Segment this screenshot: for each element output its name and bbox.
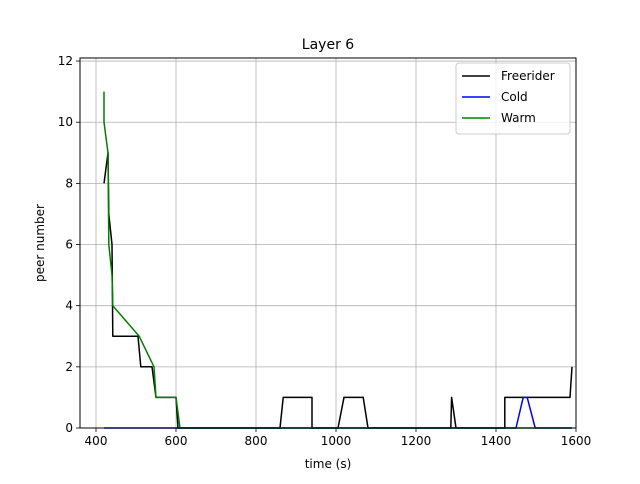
legend-box	[455, 62, 571, 135]
y-tick-label: 8	[65, 176, 73, 190]
x-tick-label: 1400	[481, 434, 512, 448]
y-tick-label: 4	[65, 299, 73, 313]
legend: Freerider Cold Warm	[455, 62, 571, 135]
series-line-warm	[103, 91, 572, 429]
y-tick-label: 2	[65, 360, 73, 374]
x-ticks: 400 600 800 1000 1200 1400 1600	[85, 428, 592, 448]
legend-label-freerider: Freerider	[501, 69, 555, 83]
y-tick-label: 6	[65, 238, 73, 252]
y-ticks: 0 2 4 6 8 10 12	[58, 54, 80, 435]
x-tick-label: 400	[85, 434, 108, 448]
plot-area-frame	[79, 57, 577, 429]
x-tick-label: 800	[245, 434, 268, 448]
y-tick-label: 12	[58, 54, 73, 68]
y-tick-label: 0	[65, 421, 73, 435]
series-line-cold	[104, 396, 572, 429]
x-axis-label: time (s)	[305, 457, 352, 471]
x-tick-label: 600	[165, 434, 188, 448]
chart-title: Layer 6	[302, 37, 354, 53]
series-lines	[103, 91, 573, 429]
legend-label-warm: Warm	[501, 111, 536, 125]
x-tick-label: 1000	[321, 434, 352, 448]
y-tick-label: 10	[58, 115, 73, 129]
x-tick-label: 1200	[401, 434, 432, 448]
series-line-freerider	[103, 152, 573, 429]
y-axis-label: peer number	[33, 204, 47, 282]
legend-label-cold: Cold	[501, 90, 528, 104]
x-tick-label: 1600	[561, 434, 592, 448]
